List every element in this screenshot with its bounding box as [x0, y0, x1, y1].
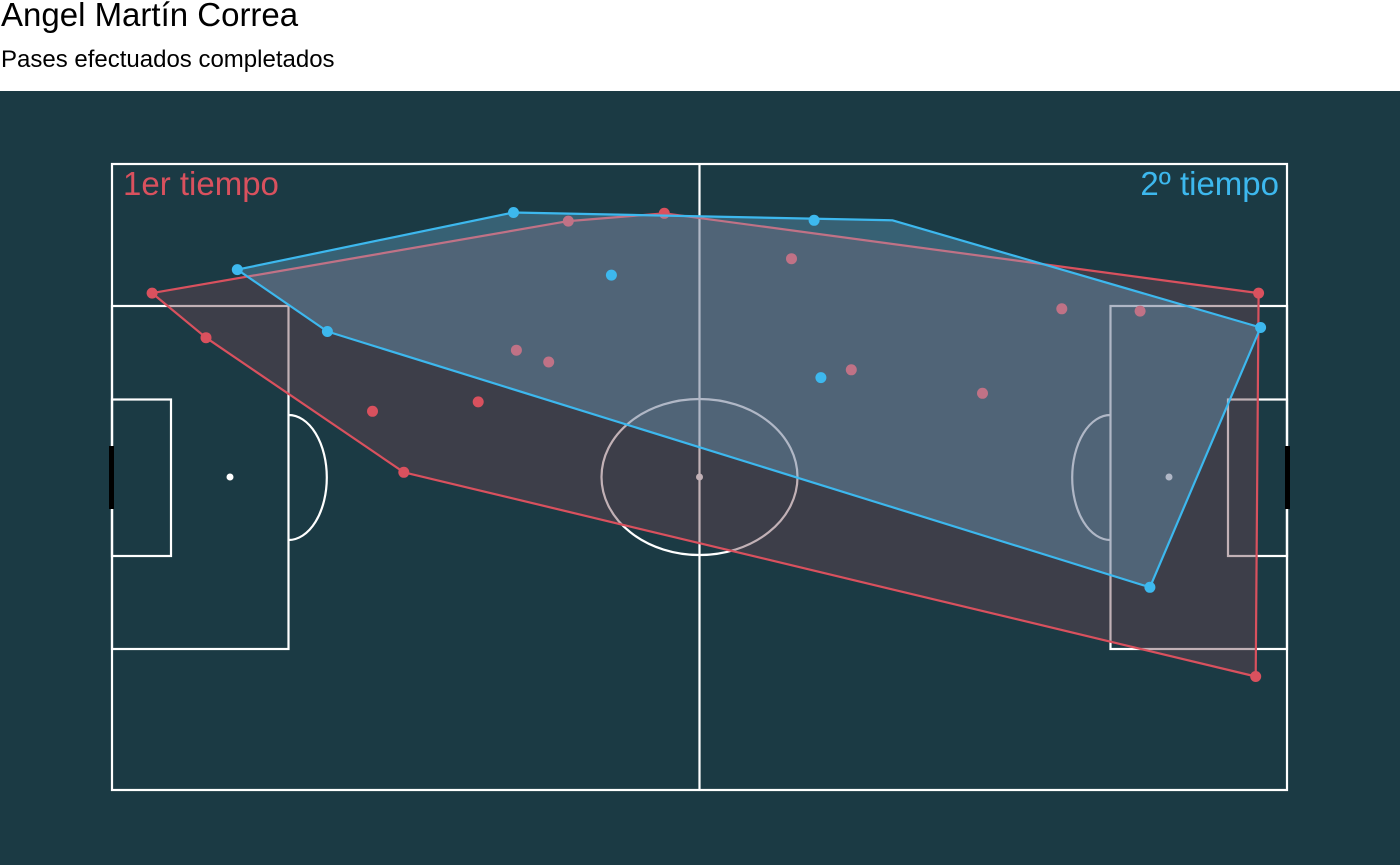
- first-half-pass-point-4: [472, 396, 484, 408]
- legend-first-half: 1er tiempo: [123, 165, 279, 202]
- first-half-pass-point-13: [1134, 305, 1146, 317]
- left-penalty-arc: [288, 413, 328, 542]
- first-half-pass-point-5: [510, 344, 522, 356]
- first-half-pass-point-10: [845, 364, 857, 376]
- first-half-pass-point-12: [1056, 303, 1068, 315]
- series-second-half: [231, 207, 1267, 593]
- first-half-pass-point-3: [398, 466, 410, 478]
- left-goal: [109, 446, 114, 509]
- pitch-chart: 1er tiempo 2º tiempo: [0, 91, 1400, 865]
- second-half-pass-point-7: [1255, 322, 1267, 333]
- second-half-pass-point-2: [508, 207, 519, 218]
- second-half-pass-point-5: [815, 372, 827, 384]
- second-half-pass-point-3: [605, 269, 617, 281]
- first-half-pass-point-11: [977, 387, 988, 399]
- second-half-pass-point-1: [321, 326, 333, 337]
- second-half-points: [231, 207, 1267, 593]
- pitch-panel: 1er tiempo 2º tiempo: [0, 91, 1400, 865]
- center-spot: [696, 473, 703, 481]
- first-half-pass-point-2: [367, 405, 378, 417]
- first-half-pass-point-7: [562, 215, 574, 227]
- first-half-pass-point-14: [1253, 287, 1265, 299]
- right-penalty-spot: [1165, 473, 1173, 481]
- header: Angel Martín Correa Pases efectuados com…: [0, 0, 1400, 91]
- right-goal: [1285, 446, 1290, 509]
- pitch-markings: [109, 162, 1290, 792]
- right-penalty-arc: [1071, 413, 1111, 542]
- chart-subtitle: Pases efectuados completados: [1, 46, 335, 73]
- second-half-pass-point-4: [808, 214, 820, 226]
- first-half-pass-point-1: [200, 332, 212, 344]
- series-first-half: [146, 207, 1265, 682]
- chart-title: Angel Martín Correa: [1, 0, 299, 33]
- left-penalty-spot: [226, 473, 234, 481]
- legend-second-half: 2º tiempo: [1140, 165, 1279, 202]
- first-half-pass-point-6: [543, 356, 555, 368]
- second-half-pass-point-0: [231, 264, 243, 276]
- first-half-points: [146, 207, 1265, 682]
- first-half-pass-point-9: [786, 253, 797, 265]
- first-half-hull: [151, 212, 1260, 678]
- second-half-pass-point-6: [1144, 581, 1156, 593]
- first-half-pass-point-15: [1250, 671, 1262, 682]
- first-half-pass-point-0: [146, 287, 158, 299]
